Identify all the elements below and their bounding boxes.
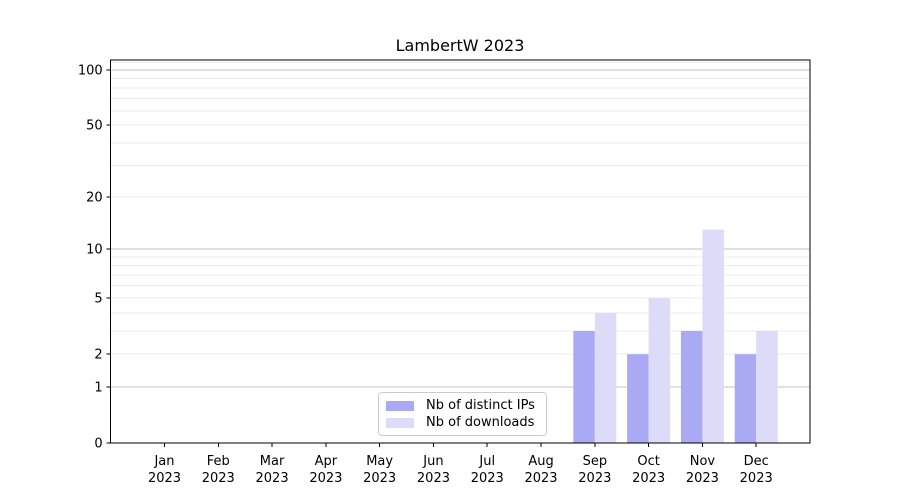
x-tick-label-month: Jul — [478, 454, 495, 469]
y-tick-label: 0 — [94, 437, 102, 452]
bar-nb-of-distinct-ips-nov-2023 — [680, 330, 703, 443]
x-tick-label-year: 2023 — [309, 471, 342, 486]
x-tick-label-year: 2023 — [471, 471, 504, 486]
x-tick-label-month: Jun — [422, 454, 443, 469]
x-tick-label-year: 2023 — [686, 471, 719, 486]
y-tick-label: 5 — [94, 292, 102, 307]
plot-border — [110, 59, 811, 444]
y-tick-label: 50 — [86, 119, 103, 134]
x-tick-label-month: Feb — [207, 454, 230, 469]
legend-label-distinct-ips: Nb of distinct IPs — [426, 398, 535, 413]
x-tick-label-month: Oct — [637, 454, 659, 469]
x-tick-label-month: Sep — [583, 454, 608, 469]
x-tick-label-year: 2023 — [148, 471, 181, 486]
legend-item-downloads: Nb of downloads — [386, 415, 538, 431]
x-tick-label-month: Nov — [690, 454, 716, 469]
x-tick-label-year: 2023 — [632, 471, 665, 486]
y-tick-label: 100 — [78, 64, 103, 79]
bar-nb-of-distinct-ips-sep-2023 — [573, 330, 595, 443]
legend-label-downloads: Nb of downloads — [426, 415, 535, 430]
bar-nb-of-downloads-nov-2023 — [702, 229, 724, 443]
bar-nb-of-downloads-sep-2023 — [594, 312, 617, 443]
x-tick-label-month: Dec — [744, 454, 769, 469]
x-tick-label-month: Aug — [528, 454, 553, 469]
x-tick-label-year: 2023 — [740, 471, 773, 486]
x-tick-label-month: Mar — [260, 454, 285, 469]
bar-nb-of-distinct-ips-oct-2023 — [627, 354, 649, 443]
y-tick-label: 2 — [94, 348, 102, 363]
x-tick-label-month: Jan — [153, 454, 174, 469]
legend-swatch-downloads-icon — [386, 418, 414, 428]
legend: Nb of distinct IPs Nb of downloads — [378, 392, 547, 436]
x-tick-label-year: 2023 — [578, 471, 611, 486]
bar-nb-of-downloads-oct-2023 — [648, 298, 671, 443]
x-tick-label-year: 2023 — [363, 471, 396, 486]
x-tick-label-year: 2023 — [256, 471, 289, 486]
legend-swatch-distinct-ips-icon — [386, 401, 414, 411]
bar-nb-of-distinct-ips-dec-2023 — [734, 354, 757, 443]
x-tick-label-year: 2023 — [202, 471, 235, 486]
legend-item-distinct-ips: Nb of distinct IPs — [386, 398, 538, 414]
y-tick-label: 10 — [86, 243, 103, 258]
x-tick-label-month: Apr — [315, 454, 338, 469]
y-tick-label: 20 — [86, 190, 103, 205]
chart-title: LambertW 2023 — [395, 36, 525, 55]
x-tick-label-year: 2023 — [524, 471, 557, 486]
bar-nb-of-downloads-dec-2023 — [756, 330, 778, 443]
x-tick-label-month: May — [366, 454, 393, 469]
x-tick-label-year: 2023 — [417, 471, 450, 486]
y-tick-label: 1 — [94, 380, 102, 395]
